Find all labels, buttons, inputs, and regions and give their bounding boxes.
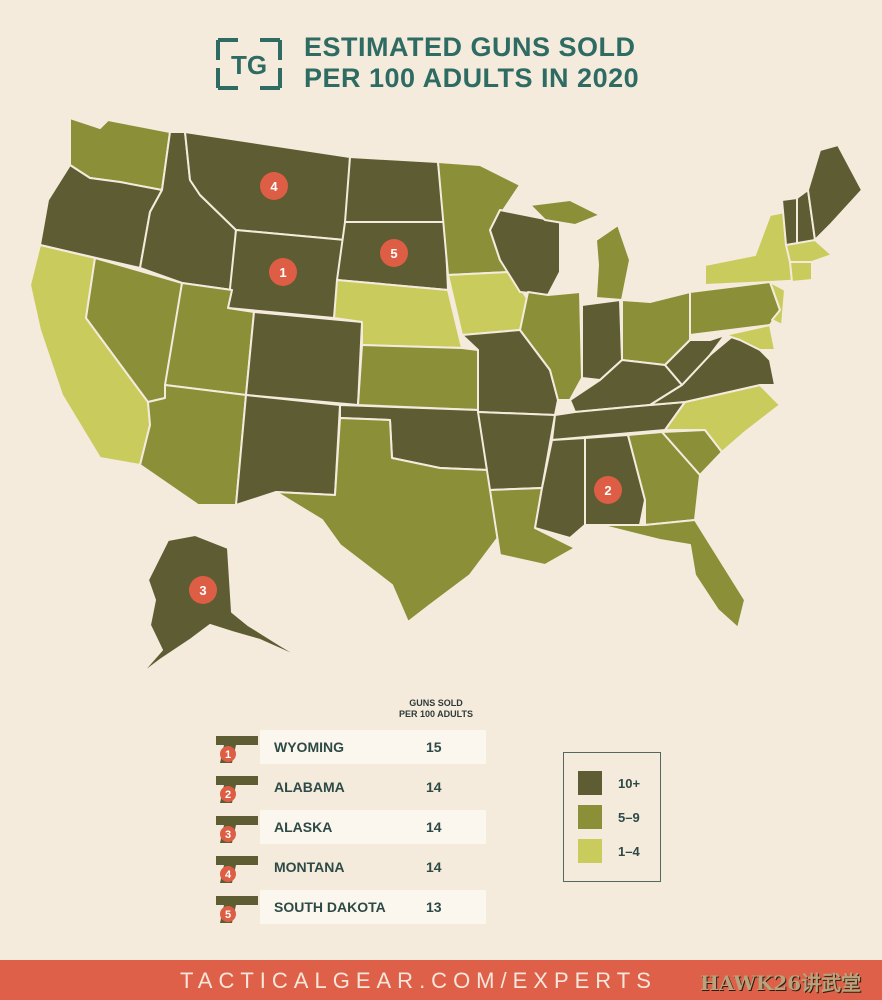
- state-kansas: [357, 344, 479, 411]
- state-name: ALABAMA: [274, 779, 345, 795]
- state-maine: [807, 144, 863, 241]
- svg-text:1: 1: [225, 749, 231, 761]
- marker-5-label: 5: [390, 246, 397, 261]
- state-maryland: [724, 324, 776, 351]
- legend-item: 10+: [578, 771, 658, 795]
- legend-swatch: [578, 805, 602, 829]
- marker-2: 2: [594, 476, 622, 504]
- map-legend: 10+ 5–9 1–4: [563, 752, 661, 882]
- state-colorado: [245, 311, 363, 406]
- guns-value: 13: [426, 899, 442, 915]
- marker-2-label: 2: [604, 483, 611, 498]
- state-arizona: [139, 384, 247, 506]
- marker-4-label: 4: [270, 179, 278, 194]
- pistol-icon: 5: [216, 896, 258, 923]
- footer-bar: TACTICALGEAR.COM/EXPERTS: [0, 960, 882, 1000]
- state-connecticut: [789, 261, 813, 283]
- state-florida: [599, 519, 746, 629]
- state-newmexico: [235, 394, 341, 506]
- legend-label: 1–4: [618, 844, 640, 859]
- pistol-icon: 4: [216, 856, 258, 883]
- svg-text:2: 2: [225, 789, 231, 801]
- svg-text:4: 4: [225, 869, 232, 881]
- marker-3: 3: [189, 576, 217, 604]
- guns-value: 14: [426, 819, 442, 835]
- marker-5: 5: [380, 239, 408, 267]
- tg-logo: TG: [216, 38, 282, 90]
- ranking-row: 4 MONTANA 14: [214, 850, 486, 884]
- guns-value: 14: [426, 859, 442, 875]
- state-michigan: [595, 224, 631, 301]
- ranking-row: 1 WYOMING 15: [214, 730, 486, 764]
- state-name: WYOMING: [274, 739, 344, 755]
- marker-4: 4: [260, 172, 288, 200]
- state-massachusetts: [785, 239, 833, 263]
- ranking-row: 3 ALASKA 14: [214, 810, 486, 844]
- watermark: HAWK26讲武堂: [700, 971, 862, 995]
- legend-label: 5–9: [618, 810, 640, 825]
- guns-value: 14: [426, 779, 442, 795]
- state-name: SOUTH DAKOTA: [274, 899, 386, 915]
- marker-1-label: 1: [279, 265, 286, 280]
- svg-text:3: 3: [225, 829, 231, 841]
- marker-1: 1: [269, 258, 297, 286]
- page-title: ESTIMATED GUNS SOLD PER 100 ADULTS IN 20…: [304, 32, 639, 94]
- pistol-icon: 3: [216, 816, 258, 843]
- ranking-row: 2 ALABAMA 14: [214, 770, 486, 804]
- ranking-header: GUNS SOLD PER 100 ADULTS: [378, 698, 494, 720]
- legend-label: 10+: [618, 776, 641, 791]
- ranking-list: 1 WYOMING 15 2 ALABAMA 14 3 ALASKA 14 4 …: [214, 730, 486, 930]
- footer-url[interactable]: TACTICALGEAR.COM/EXPERTS: [180, 968, 657, 993]
- guns-value: 15: [426, 739, 442, 755]
- svg-text:5: 5: [225, 909, 231, 921]
- logo-text: TG: [231, 50, 267, 80]
- ranking-row: 5 SOUTH DAKOTA 13: [214, 890, 486, 924]
- legend-item: 1–4: [578, 839, 658, 863]
- us-map: 1 2 3 4 5: [29, 117, 863, 676]
- state-newjersey: [769, 281, 786, 326]
- legend-swatch: [578, 771, 602, 795]
- title-line-2: PER 100 ADULTS IN 2020: [304, 63, 640, 93]
- title-line-1: ESTIMATED GUNS SOLD: [304, 32, 636, 62]
- pistol-icon: 1: [216, 736, 258, 763]
- marker-3-label: 3: [199, 583, 206, 598]
- state-texas: [275, 417, 501, 623]
- ranking-header-line-2: PER 100 ADULTS: [398, 709, 474, 719]
- state-northdakota: [344, 156, 446, 223]
- ranking-header-line-1: GUNS SOLD: [409, 698, 463, 708]
- state-alaska: [139, 534, 306, 676]
- pistol-icon: 2: [216, 776, 258, 803]
- state-name: MONTANA: [274, 859, 345, 875]
- legend-swatch: [578, 839, 602, 863]
- state-michigan-upper: [529, 199, 601, 226]
- state-name: ALASKA: [274, 819, 333, 835]
- legend-item: 5–9: [578, 805, 658, 829]
